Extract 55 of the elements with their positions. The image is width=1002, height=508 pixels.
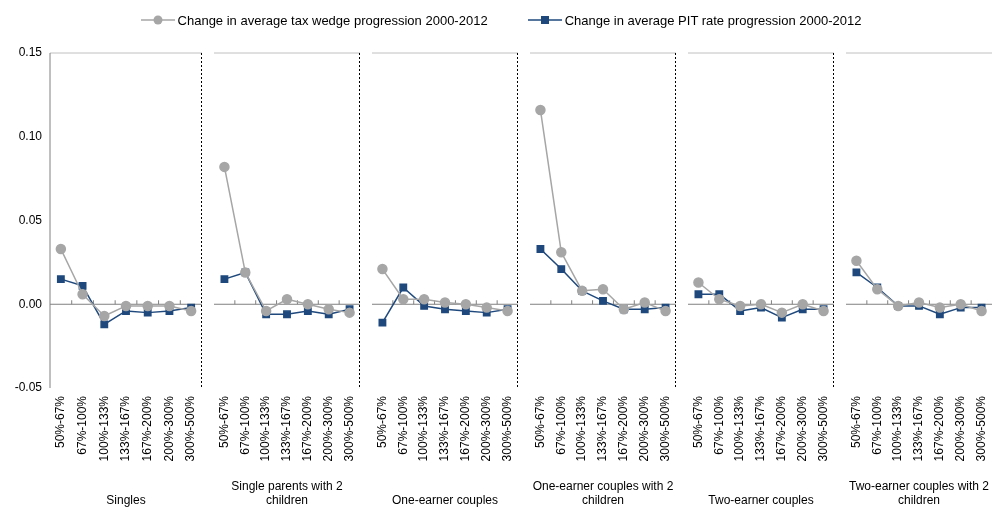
- x-tick-label: 50%-67%: [848, 395, 863, 449]
- x-tick-label: 200%-300%: [161, 395, 176, 462]
- x-tick-label: 200%-300%: [321, 395, 336, 462]
- x-tick-label: 167%-200%: [774, 395, 789, 462]
- x-tick-label: 200%-300%: [637, 395, 652, 462]
- x-tick-label: 100%-133%: [574, 395, 589, 462]
- x-tick-label: 167%-200%: [932, 395, 947, 462]
- x-tick-label: 67%-100%: [553, 395, 568, 455]
- x-tick-label: 67%-100%: [237, 395, 252, 455]
- x-axis-title: Two-earner couples with 2 children: [848, 478, 990, 508]
- x-tick-label: 167%-200%: [458, 395, 473, 462]
- x-tick-label: 133%-167%: [437, 395, 452, 462]
- x-tick-label: 100%-133%: [416, 395, 431, 462]
- y-tick-label: 0.05: [18, 212, 43, 227]
- x-axis-title: One-earner couples: [391, 493, 499, 508]
- x-tick-label: 133%-167%: [595, 395, 610, 462]
- x-tick-label: 167%-200%: [300, 395, 315, 462]
- x-tick-label: 133%-167%: [279, 395, 294, 462]
- x-tick-label: 133%-167%: [118, 395, 133, 462]
- x-tick-label: 167%-200%: [140, 395, 155, 462]
- x-axis-title: Single parents with 2 children: [231, 478, 344, 508]
- x-tick-label: 133%-167%: [911, 395, 926, 462]
- legend-label: Change in average PIT rate progression 2000-2012: [564, 12, 862, 28]
- x-tick-label: 67%-100%: [395, 395, 410, 455]
- x-tick-label: 300%-500%: [815, 395, 830, 462]
- x-tick-label: 50%-67%: [532, 395, 547, 449]
- x-tick-label: 300%-500%: [183, 395, 198, 462]
- x-tick-label: 50%-67%: [374, 395, 389, 449]
- y-tick-label: 0.15: [18, 45, 43, 60]
- x-tick-label: 300%-500%: [499, 395, 514, 462]
- x-axis-title: Two-earner couples: [708, 493, 814, 508]
- x-axis-title: Singles: [106, 493, 146, 508]
- x-tick-label: 200%-300%: [479, 395, 494, 462]
- x-tick-label: 300%-500%: [973, 395, 988, 462]
- x-tick-label: 100%-133%: [258, 395, 273, 462]
- x-tick-label: 300%-500%: [341, 395, 356, 462]
- x-tick-label: 100%-133%: [732, 395, 747, 462]
- x-tick-label: 67%-100%: [74, 395, 89, 455]
- y-tick-label: 0.00: [18, 296, 43, 311]
- x-tick-label: 50%-67%: [53, 395, 68, 449]
- x-tick-label: 67%-100%: [711, 395, 726, 455]
- x-tick-label: 167%-200%: [616, 395, 631, 462]
- x-tick-label: 50%-67%: [216, 395, 231, 449]
- y-tick-label: -0.05: [14, 380, 43, 395]
- x-tick-label: 50%-67%: [690, 395, 705, 449]
- y-tick-label: 0.10: [18, 129, 43, 144]
- x-tick-label: 100%-133%: [890, 395, 905, 462]
- x-tick-label: 100%-133%: [96, 395, 111, 462]
- x-tick-label: 133%-167%: [753, 395, 768, 462]
- x-tick-label: 300%-500%: [657, 395, 672, 462]
- x-tick-label: 200%-300%: [795, 395, 810, 462]
- legend-label: Change in average tax wedge progression 2000-2012: [177, 12, 488, 28]
- x-axis-title: One-earner couples with 2 children: [532, 478, 674, 508]
- x-tick-label: 200%-300%: [953, 395, 968, 462]
- x-tick-label: 67%-100%: [869, 395, 884, 455]
